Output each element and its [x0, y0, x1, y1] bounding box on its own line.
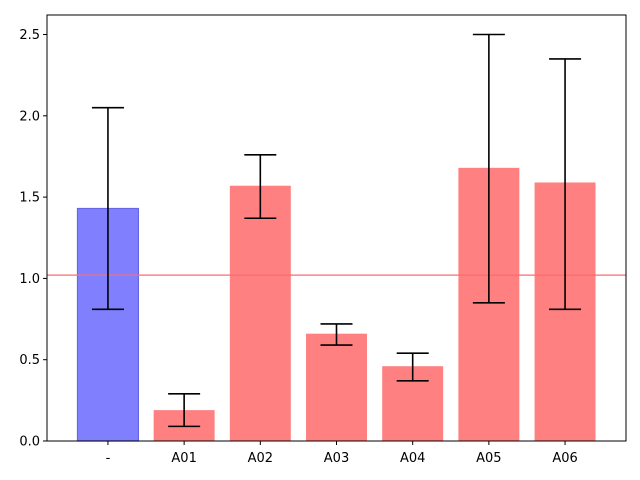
bar-A02 — [229, 185, 291, 441]
x-tick-label: - — [106, 451, 111, 466]
y-tick-label: 1.0 — [19, 272, 40, 287]
y-tick-label: 1.5 — [19, 191, 40, 206]
x-tick-label: A05 — [476, 451, 501, 466]
x-tick-label: A02 — [248, 451, 273, 466]
bar-A03 — [306, 333, 367, 441]
y-tick-label: 2.5 — [19, 28, 40, 43]
x-tick-label: A01 — [171, 451, 196, 466]
y-tick-label: 0.0 — [19, 435, 40, 450]
y-tick-label: 0.5 — [19, 353, 40, 368]
x-tick-label: A04 — [400, 451, 425, 466]
y-tick-label: 2.0 — [19, 109, 40, 124]
x-tick-label: A06 — [552, 451, 577, 466]
x-tick-label: A03 — [324, 451, 349, 466]
